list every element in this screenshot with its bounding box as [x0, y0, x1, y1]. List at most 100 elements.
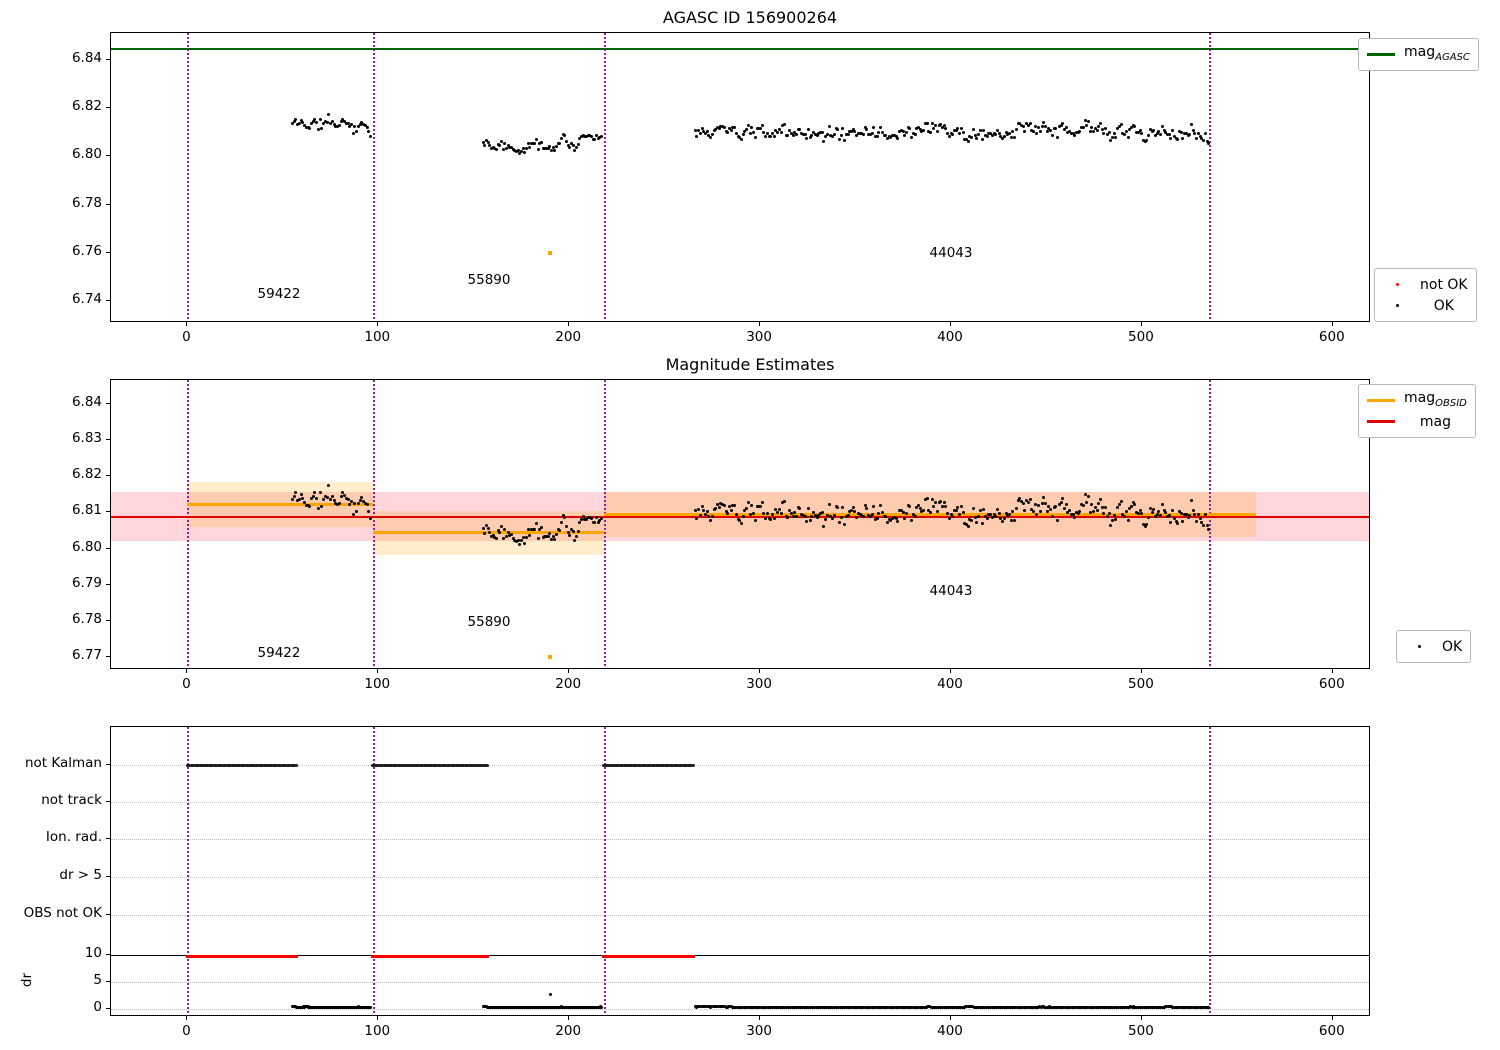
x-tick-label: 0 — [182, 676, 191, 692]
data-point — [1114, 518, 1118, 522]
data-point — [1088, 130, 1092, 134]
obsid-boundary-line — [187, 33, 190, 321]
data-point — [695, 516, 699, 520]
data-point — [916, 126, 920, 130]
obsid-boundary-line — [603, 727, 606, 1015]
data-point — [997, 512, 1001, 516]
data-point — [1011, 130, 1015, 134]
data-point — [989, 512, 993, 516]
data-point — [1021, 124, 1025, 128]
data-point — [1085, 124, 1089, 128]
data-point — [1018, 497, 1022, 501]
data-point — [987, 512, 991, 516]
data-point — [707, 515, 711, 519]
data-point — [565, 525, 569, 529]
x-tick-label: 600 — [1318, 1023, 1345, 1039]
data-point — [843, 522, 847, 526]
data-point — [963, 138, 967, 142]
data-point — [745, 507, 749, 511]
data-point — [738, 136, 742, 140]
data-point — [965, 522, 969, 526]
data-point — [1002, 517, 1006, 521]
obsid-boundary-line — [1208, 727, 1211, 1015]
data-point — [872, 504, 876, 508]
data-point — [827, 125, 831, 129]
data-point — [880, 511, 884, 515]
data-point — [853, 509, 857, 513]
x-tick — [377, 1016, 379, 1020]
data-point — [570, 141, 574, 145]
data-point — [555, 532, 559, 536]
data-point — [705, 509, 709, 513]
data-point — [765, 512, 769, 516]
data-point — [932, 126, 936, 130]
data-point — [488, 144, 492, 148]
data-point — [966, 525, 970, 529]
data-point — [1099, 122, 1103, 126]
data-point — [543, 534, 547, 538]
data-point — [1030, 507, 1034, 511]
data-point — [1117, 125, 1121, 129]
data-point — [1190, 122, 1194, 126]
data-point — [733, 125, 737, 129]
data-point — [942, 123, 946, 127]
category-label: dr > 5 — [59, 867, 102, 883]
data-point — [1092, 130, 1096, 134]
y-tick — [106, 155, 110, 157]
data-point — [320, 504, 324, 508]
data-point — [837, 137, 841, 141]
data-point — [541, 535, 545, 539]
data-point — [1184, 131, 1188, 135]
data-point — [1143, 140, 1147, 144]
data-point — [824, 517, 828, 521]
data-point — [789, 512, 793, 516]
x-tick — [950, 322, 951, 326]
data-point — [1014, 506, 1018, 510]
data-point — [995, 128, 999, 132]
data-point — [1129, 126, 1133, 130]
data-point — [868, 133, 872, 137]
data-point — [714, 507, 718, 511]
data-point — [590, 516, 594, 520]
data-point — [913, 133, 917, 137]
legend-label: mag — [1419, 413, 1451, 430]
data-point — [545, 146, 549, 150]
data-point — [1188, 514, 1192, 518]
data-point — [313, 117, 317, 121]
legend-label: magAGASC — [1404, 43, 1470, 63]
data-point — [968, 517, 972, 521]
data-point — [875, 134, 879, 138]
data-point — [363, 124, 367, 128]
obsid-annotation: 59422 — [257, 644, 301, 661]
data-point — [801, 514, 805, 518]
data-point — [1179, 511, 1183, 515]
data-point — [540, 140, 544, 144]
data-point — [1059, 500, 1063, 504]
data-point — [311, 495, 315, 498]
data-point — [928, 511, 932, 514]
data-point — [844, 133, 848, 137]
data-point — [975, 137, 979, 141]
data-point — [702, 509, 706, 513]
data-point — [301, 121, 305, 125]
data-point — [906, 503, 910, 507]
data-point — [1054, 504, 1058, 508]
data-point — [1045, 129, 1049, 133]
data-point — [1016, 122, 1020, 126]
data-point — [879, 126, 883, 130]
data-point — [1049, 508, 1053, 512]
data-point — [540, 525, 544, 529]
data-point — [786, 516, 790, 520]
data-point — [323, 120, 327, 124]
data-point — [327, 112, 331, 116]
data-point — [566, 143, 570, 147]
data-point — [535, 138, 539, 142]
data-point — [719, 501, 723, 505]
data-point — [939, 123, 943, 127]
data-point — [928, 130, 932, 134]
data-point — [807, 128, 811, 132]
data-point — [1111, 135, 1115, 139]
data-point — [987, 131, 991, 135]
data-point — [581, 133, 585, 137]
data-point — [1172, 134, 1176, 138]
